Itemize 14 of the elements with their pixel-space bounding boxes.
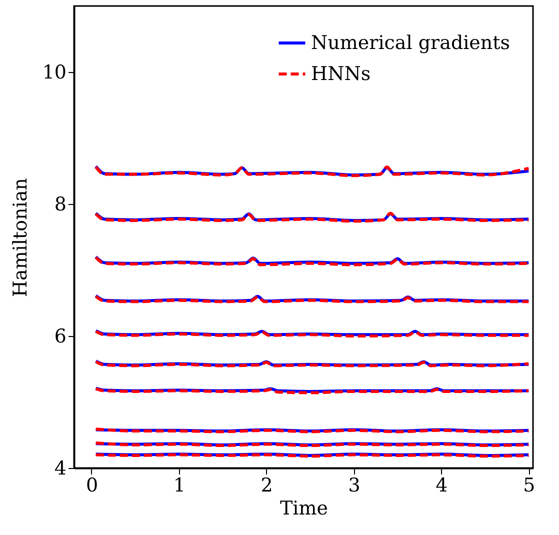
x-axis-title: Time bbox=[280, 498, 328, 520]
y-tick-label: 8 bbox=[54, 194, 66, 216]
y-tick-label: 6 bbox=[54, 326, 66, 348]
x-tick-label: 5 bbox=[523, 474, 536, 496]
x-tick-label: 1 bbox=[173, 474, 186, 496]
y-tick-label: 4 bbox=[54, 458, 66, 480]
x-tick-label: 2 bbox=[260, 474, 273, 496]
x-tick-label: 3 bbox=[348, 474, 360, 496]
y-tick-label: 10 bbox=[42, 62, 66, 84]
y-axis-title: Hamiltonian bbox=[9, 178, 32, 298]
x-tick-label: 4 bbox=[436, 474, 448, 496]
legend-label: HNNs bbox=[311, 63, 371, 85]
legend-label: Numerical gradients bbox=[311, 32, 510, 54]
x-tick-label: 0 bbox=[86, 474, 98, 496]
